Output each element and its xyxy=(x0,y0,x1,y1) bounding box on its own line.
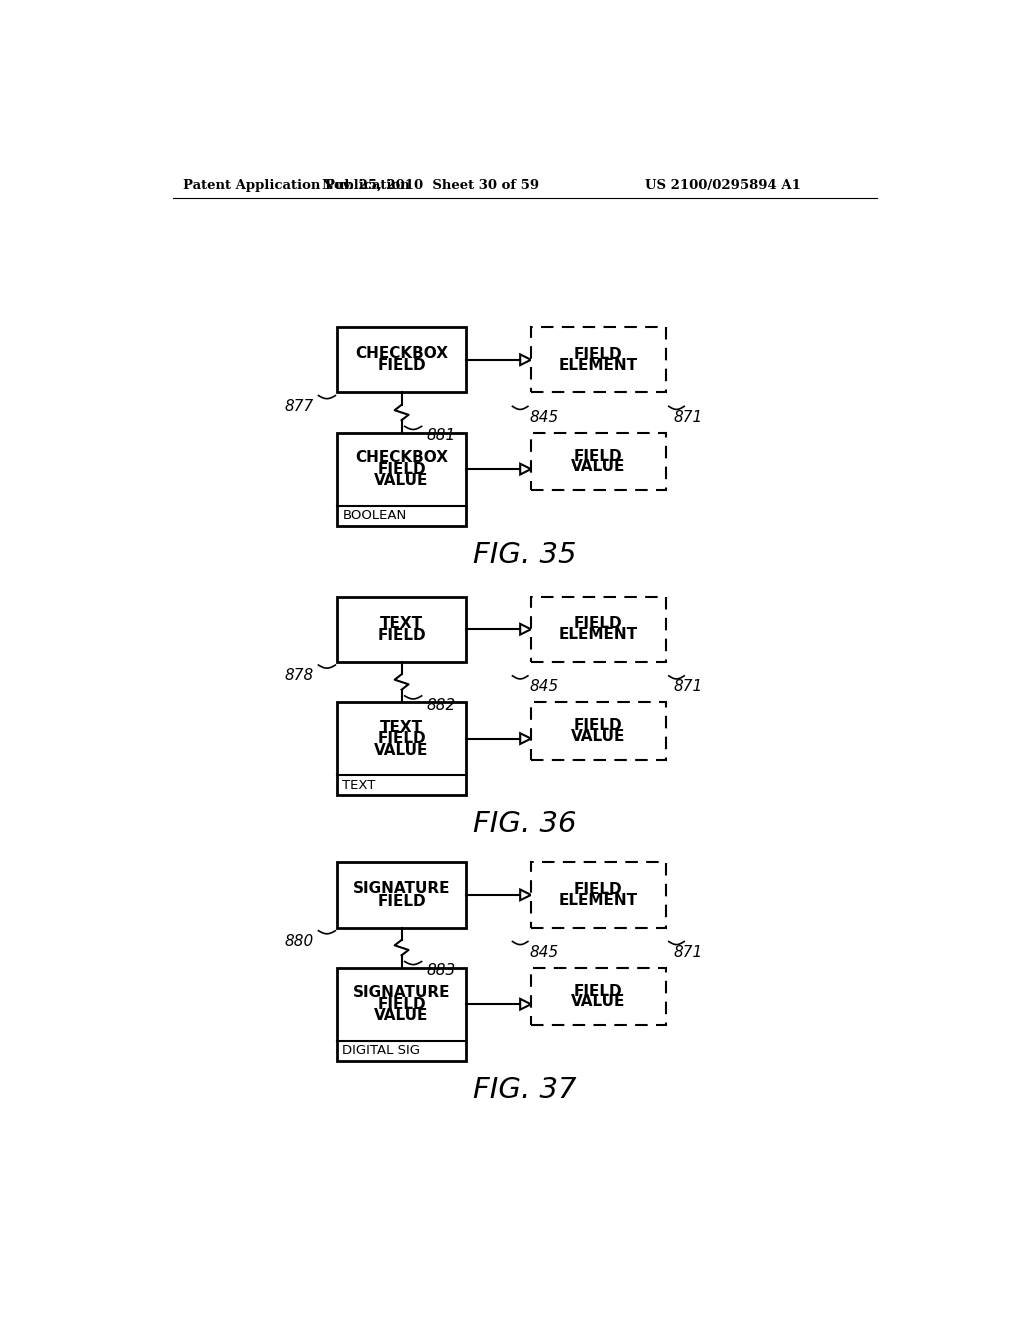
Polygon shape xyxy=(520,354,531,366)
Text: FIELD: FIELD xyxy=(377,731,426,746)
Text: 845: 845 xyxy=(529,409,559,425)
Text: SIGNATURE: SIGNATURE xyxy=(353,882,451,896)
Text: 845: 845 xyxy=(529,945,559,960)
Text: FIG. 36: FIG. 36 xyxy=(473,810,577,838)
Text: TEXT: TEXT xyxy=(380,615,423,631)
Text: FIELD: FIELD xyxy=(574,616,623,631)
Bar xyxy=(531,968,666,1026)
Text: ELEMENT: ELEMENT xyxy=(559,358,638,372)
Polygon shape xyxy=(520,890,531,900)
Bar xyxy=(337,327,466,392)
Text: FIELD: FIELD xyxy=(377,628,426,643)
Polygon shape xyxy=(520,624,531,635)
Polygon shape xyxy=(520,463,531,474)
Text: FIELD: FIELD xyxy=(377,997,426,1011)
Text: FIELD: FIELD xyxy=(574,983,623,999)
Text: Nov. 25, 2010  Sheet 30 of 59: Nov. 25, 2010 Sheet 30 of 59 xyxy=(323,178,540,191)
Text: FIELD: FIELD xyxy=(574,882,623,898)
Text: 880: 880 xyxy=(285,935,313,949)
Text: VALUE: VALUE xyxy=(571,729,626,743)
Bar xyxy=(337,702,466,795)
Bar xyxy=(531,702,666,760)
Text: FIG. 37: FIG. 37 xyxy=(473,1076,577,1104)
Bar xyxy=(531,327,666,392)
Text: 883: 883 xyxy=(426,964,456,978)
Text: 871: 871 xyxy=(674,409,702,425)
Bar xyxy=(531,433,666,490)
Text: FIELD: FIELD xyxy=(574,449,623,463)
Text: 877: 877 xyxy=(285,399,313,414)
Text: FIG. 35: FIG. 35 xyxy=(473,541,577,569)
Text: CHECKBOX: CHECKBOX xyxy=(355,346,449,362)
Text: ELEMENT: ELEMENT xyxy=(559,627,638,642)
Text: FIELD: FIELD xyxy=(377,462,426,477)
Bar xyxy=(531,597,666,663)
Text: VALUE: VALUE xyxy=(571,994,626,1010)
Text: 881: 881 xyxy=(426,428,456,444)
Text: US 2100/0295894 A1: US 2100/0295894 A1 xyxy=(644,178,801,191)
Text: VALUE: VALUE xyxy=(375,1008,429,1023)
Text: TEXT: TEXT xyxy=(342,779,376,792)
Text: VALUE: VALUE xyxy=(375,473,429,488)
Bar xyxy=(337,433,466,525)
Bar xyxy=(337,862,466,928)
Polygon shape xyxy=(520,733,531,744)
Text: ELEMENT: ELEMENT xyxy=(559,892,638,908)
Text: Patent Application Publication: Patent Application Publication xyxy=(183,178,410,191)
Text: 878: 878 xyxy=(285,668,313,684)
Text: 845: 845 xyxy=(529,678,559,694)
Bar xyxy=(337,597,466,663)
Bar xyxy=(531,862,666,928)
Text: 882: 882 xyxy=(426,697,456,713)
Text: 871: 871 xyxy=(674,678,702,694)
Text: VALUE: VALUE xyxy=(375,743,429,758)
Text: VALUE: VALUE xyxy=(571,459,626,474)
Text: SIGNATURE: SIGNATURE xyxy=(353,985,451,1001)
Text: FIELD: FIELD xyxy=(377,359,426,374)
Bar xyxy=(337,968,466,1061)
Text: DIGITAL SIG: DIGITAL SIG xyxy=(342,1044,420,1057)
Text: FIELD: FIELD xyxy=(377,894,426,908)
Text: FIELD: FIELD xyxy=(574,718,623,733)
Text: TEXT: TEXT xyxy=(380,719,423,734)
Text: 871: 871 xyxy=(674,945,702,960)
Text: BOOLEAN: BOOLEAN xyxy=(342,510,407,523)
Text: CHECKBOX: CHECKBOX xyxy=(355,450,449,465)
Text: FIELD: FIELD xyxy=(574,347,623,362)
Polygon shape xyxy=(520,999,531,1010)
